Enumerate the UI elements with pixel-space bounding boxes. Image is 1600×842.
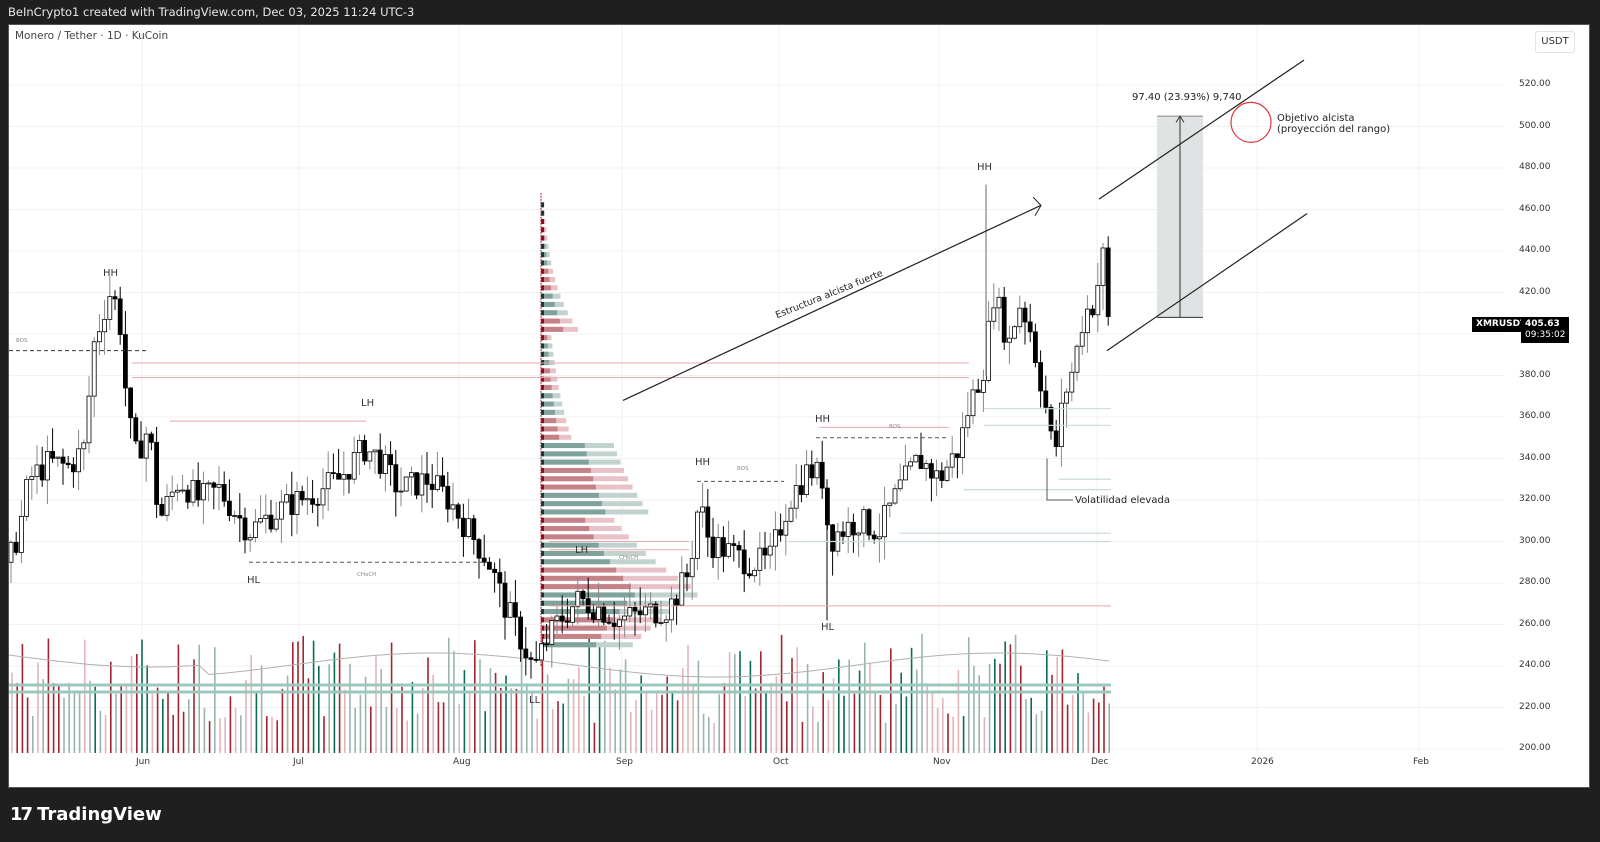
time-tick: Feb <box>1413 757 1429 767</box>
structure-lh-2: LH <box>575 545 589 556</box>
price-tick: 240.00 <box>1519 660 1551 670</box>
price-tick: 460.00 <box>1519 203 1551 214</box>
target-label-line2: (proyección del rango) <box>1277 124 1391 135</box>
structure-hh: HH <box>103 268 119 279</box>
price-tick: 260.00 <box>1519 618 1551 629</box>
price-tick: 340.00 <box>1519 452 1551 463</box>
target-label-line1: Objetivo alcista <box>1277 113 1355 124</box>
price-tick: 440.00 <box>1519 245 1551 255</box>
price-tick: 300.00 <box>1519 535 1551 546</box>
tradingview-logo[interactable]: 17 TradingView <box>10 804 162 825</box>
last-price: 405.63 <box>1525 319 1560 329</box>
target-label: Objetivo alcista (proyección del rango) <box>1277 113 1390 135</box>
price-tick: 220.00 <box>1519 701 1551 712</box>
price-tick: 420.00 <box>1519 286 1551 297</box>
structure-hl-2: HL <box>821 622 835 633</box>
bar-countdown: 09:35:02 <box>1525 330 1566 340</box>
structure-hl: HL <box>247 575 261 586</box>
time-tick: 2026 <box>1251 757 1274 767</box>
price-tick: 360.00 <box>1519 411 1551 421</box>
price-tick: 320.00 <box>1519 494 1551 504</box>
time-tick: Sep <box>616 757 633 767</box>
currency-button[interactable]: USDT <box>1535 31 1575 53</box>
price-tick: 280.00 <box>1519 577 1551 587</box>
tradingview-logo-icon: 17 <box>10 804 33 825</box>
structure-hh-2: HH <box>695 457 711 468</box>
chart-panel[interactable]: Monero / Tether · 1D · KuCoin USDT 520.0… <box>8 24 1590 788</box>
last-price-tag: 405.63 09:35:02 <box>1521 317 1570 343</box>
structure-ll: LL <box>529 695 541 706</box>
choch-label: CHoCH <box>357 572 377 578</box>
price-tick: 380.00 <box>1519 369 1551 380</box>
ticker-tag: XMRUSDT <box>1472 317 1531 332</box>
volatility-label: Volatilidad elevada <box>1075 495 1170 506</box>
measure-label: 97.40 (23.93%) 9,740 <box>1132 92 1242 103</box>
bos-label-3: BOS <box>889 424 901 430</box>
time-tick: Jul <box>293 757 304 767</box>
price-tick: 520.00 <box>1519 79 1551 89</box>
structure-lh: LH <box>361 398 375 409</box>
structure-hh-3: HH <box>815 414 831 425</box>
brand-name: TradingView <box>37 804 162 825</box>
time-tick: Nov <box>933 757 951 767</box>
choch-label-2: CHoCH <box>619 555 639 561</box>
price-tick: 200.00 <box>1519 743 1551 753</box>
structure-hh-4: HH <box>977 162 993 173</box>
time-tick: Aug <box>453 757 471 767</box>
symbol-title: Monero / Tether · 1D · KuCoin <box>15 30 169 42</box>
time-tick: Oct <box>773 757 789 767</box>
attribution-bar: BeInCrypto1 created with TradingView.com… <box>0 0 1600 24</box>
price-tick: 480.00 <box>1519 162 1551 172</box>
time-tick: Dec <box>1091 757 1109 767</box>
price-plot[interactable] <box>9 25 1591 789</box>
bos-label: BOS <box>16 338 28 344</box>
price-tick: 500.00 <box>1519 120 1551 131</box>
time-tick: Jun <box>136 757 151 767</box>
bos-label-2: BOS <box>737 466 749 472</box>
